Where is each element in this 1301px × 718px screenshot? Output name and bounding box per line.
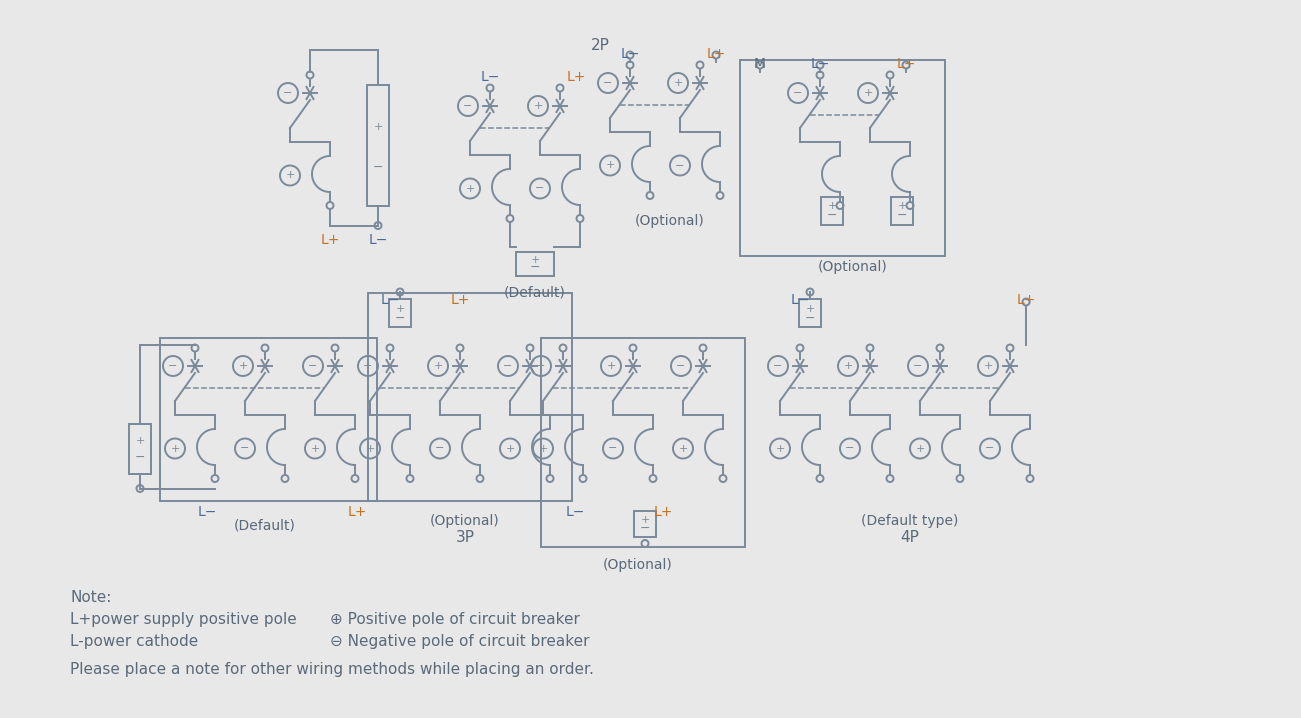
Text: +: + — [533, 101, 543, 111]
Text: −: − — [436, 444, 445, 454]
Text: −: − — [640, 522, 650, 535]
Text: +: + — [827, 201, 837, 211]
Text: L+power supply positive pole: L+power supply positive pole — [70, 612, 297, 627]
Text: L+: L+ — [347, 505, 367, 518]
Bar — [129, 424, 151, 473]
Text: 4P: 4P — [900, 531, 920, 546]
Text: −: − — [535, 184, 545, 193]
Text: −: − — [373, 160, 384, 174]
Text: +: + — [396, 304, 405, 314]
Text: L+: L+ — [450, 293, 470, 307]
Text: (Optional): (Optional) — [431, 515, 500, 528]
Text: +: + — [531, 255, 540, 265]
Text: −: − — [135, 451, 146, 464]
Text: −: − — [530, 261, 540, 274]
Text: −: − — [284, 88, 293, 98]
Text: +: + — [843, 361, 852, 371]
Text: +: + — [605, 161, 614, 170]
Text: L−: L− — [790, 293, 809, 307]
Text: +: + — [984, 361, 993, 371]
Text: +: + — [678, 444, 688, 454]
Text: +: + — [505, 444, 515, 454]
Text: L−: L− — [566, 505, 584, 518]
Text: L−: L− — [811, 57, 830, 71]
Text: L+: L+ — [320, 233, 340, 248]
Text: +: + — [674, 78, 683, 88]
Bar — [368, 293, 572, 500]
Text: +: + — [433, 361, 442, 371]
Text: L−: L− — [621, 47, 640, 61]
Text: L+: L+ — [896, 57, 916, 71]
Text: 2P: 2P — [591, 38, 609, 53]
Text: Note:: Note: — [70, 590, 112, 605]
Text: −: − — [896, 209, 907, 222]
Text: +: + — [775, 444, 785, 454]
Text: +: + — [311, 444, 320, 454]
Text: (Default): (Default) — [234, 518, 295, 533]
Bar — [799, 299, 821, 327]
Text: −: − — [363, 361, 372, 371]
Text: 3P: 3P — [455, 531, 475, 546]
Text: +: + — [238, 361, 247, 371]
Bar — [516, 251, 554, 276]
Text: −: − — [536, 361, 545, 371]
Bar — [891, 197, 913, 225]
Text: L−: L− — [198, 505, 217, 518]
Text: L−: L− — [380, 293, 399, 307]
Text: −: − — [675, 161, 684, 170]
Text: +: + — [539, 444, 548, 454]
Bar — [367, 85, 389, 205]
Text: +: + — [170, 444, 180, 454]
Text: −: − — [846, 444, 855, 454]
Text: +: + — [898, 201, 907, 211]
Text: +: + — [640, 515, 649, 525]
Text: L−: L− — [368, 233, 388, 248]
Text: +: + — [135, 436, 144, 446]
Text: −: − — [604, 78, 613, 88]
Text: L−: L− — [480, 70, 500, 84]
Text: +: + — [864, 88, 873, 98]
Text: −: − — [805, 312, 816, 325]
Text: Please place a note for other wiring methods while placing an order.: Please place a note for other wiring met… — [70, 662, 593, 677]
Text: (Default): (Default) — [503, 286, 566, 299]
Text: L-power cathode: L-power cathode — [70, 634, 198, 649]
Text: L+: L+ — [706, 47, 726, 61]
Text: (Optional): (Optional) — [604, 559, 673, 572]
Bar — [160, 338, 377, 500]
Text: −: − — [503, 361, 513, 371]
Text: −: − — [168, 361, 178, 371]
Text: +: + — [805, 304, 814, 314]
Text: −: − — [241, 444, 250, 454]
Bar — [740, 60, 945, 256]
Text: +: + — [285, 170, 295, 180]
Text: (Default type): (Default type) — [861, 515, 959, 528]
Text: (Optional): (Optional) — [635, 213, 705, 228]
Text: −: − — [609, 444, 618, 454]
Text: ⊕ Positive pole of circuit breaker: ⊕ Positive pole of circuit breaker — [330, 612, 580, 627]
Bar — [634, 510, 656, 536]
Text: +: + — [916, 444, 925, 454]
Text: +: + — [606, 361, 615, 371]
Text: −: − — [308, 361, 317, 371]
Bar — [389, 299, 411, 327]
Text: −: − — [677, 361, 686, 371]
Text: (Optional): (Optional) — [817, 261, 887, 274]
Text: L+: L+ — [566, 70, 585, 84]
Text: −: − — [394, 312, 405, 325]
Bar — [541, 338, 745, 546]
Text: +: + — [366, 444, 375, 454]
Text: −: − — [794, 88, 803, 98]
Text: +: + — [373, 122, 382, 132]
Text: M: M — [755, 57, 766, 71]
Text: +: + — [466, 184, 475, 193]
Text: −: − — [913, 361, 922, 371]
Text: −: − — [985, 444, 995, 454]
Text: −: − — [826, 209, 838, 222]
Text: ⊖ Negative pole of circuit breaker: ⊖ Negative pole of circuit breaker — [330, 634, 589, 649]
Text: −: − — [463, 101, 472, 111]
Text: −: − — [773, 361, 783, 371]
Text: L+: L+ — [1016, 293, 1036, 307]
Bar — [821, 197, 843, 225]
Text: L+: L+ — [653, 505, 673, 518]
